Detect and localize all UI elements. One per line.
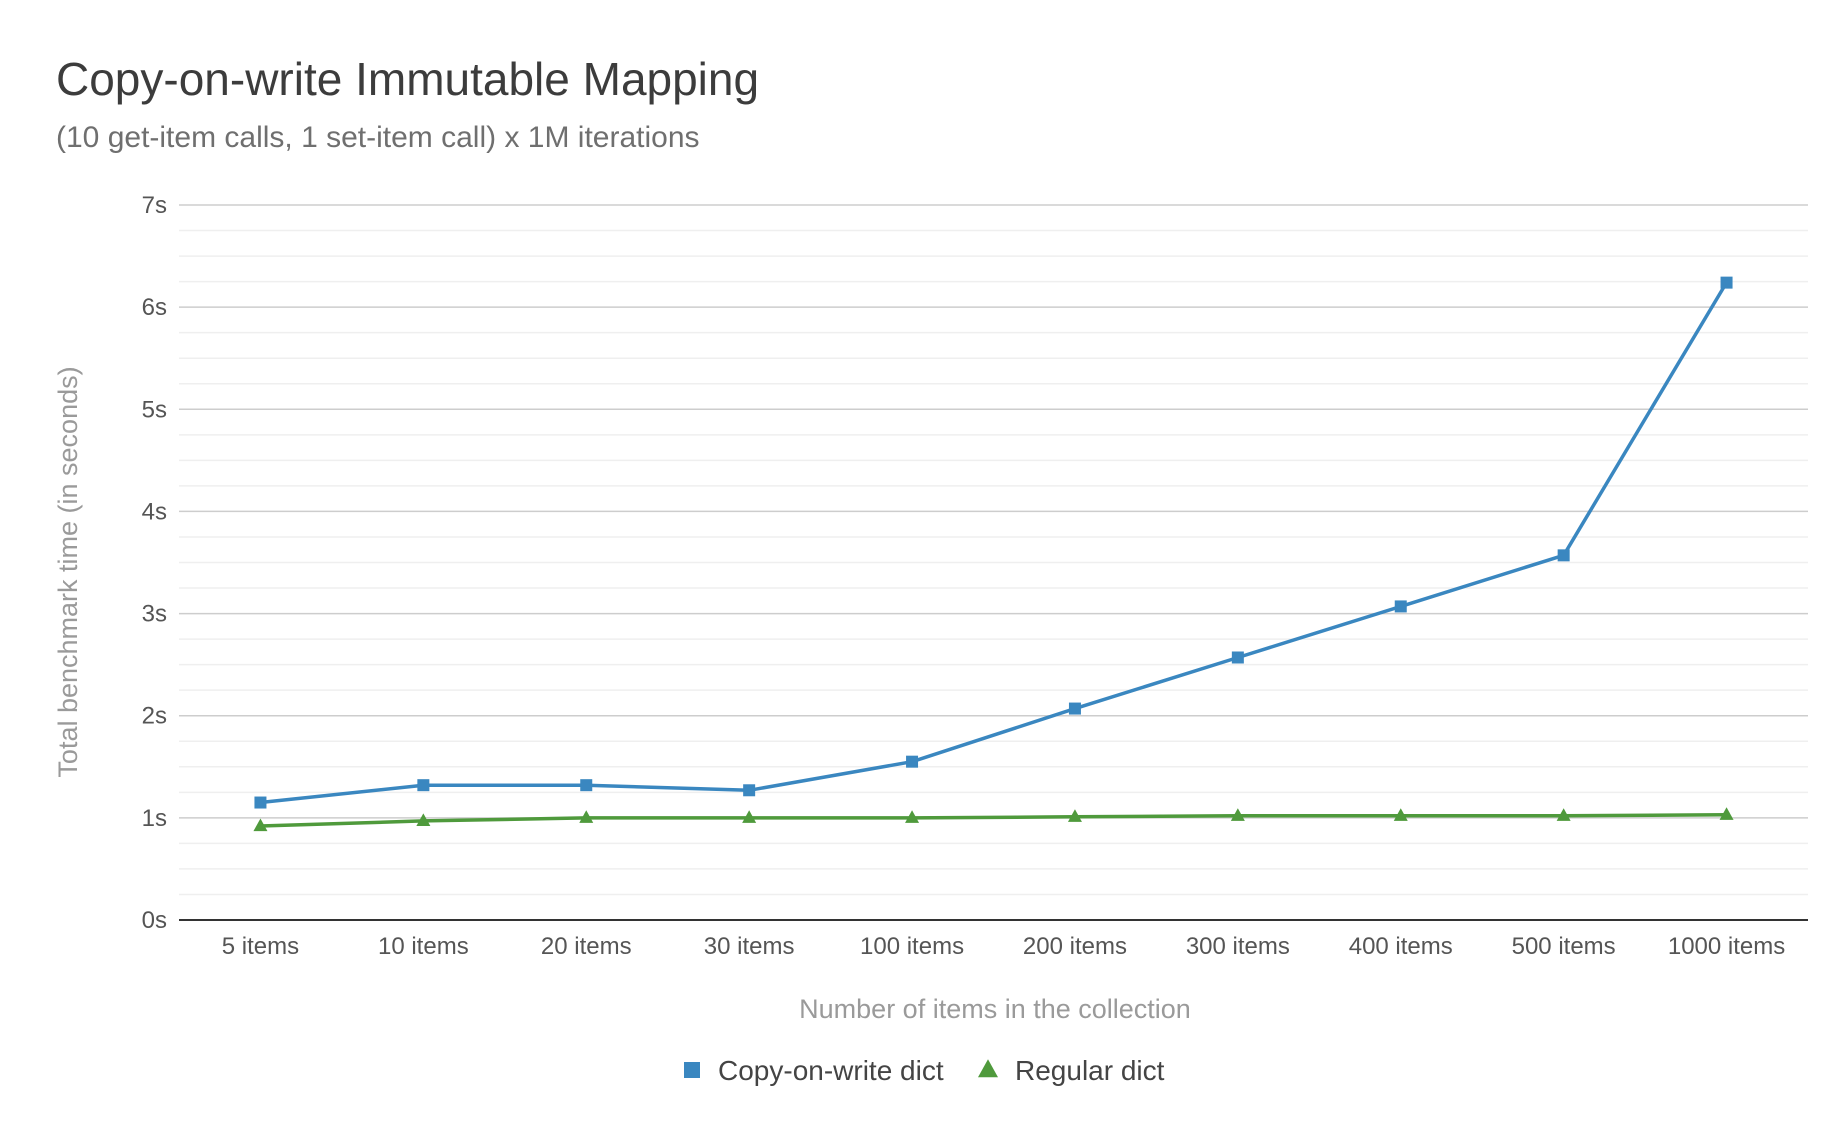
data-point [1230,808,1245,821]
x-tick-label: 5 items [222,933,299,960]
data-point [742,810,757,823]
y-axis-ticks: 0s 1s 2s 3s 4s 5s 6s 7s [142,192,167,934]
y-tick-label: 7s [142,192,167,219]
series-line [260,281,1729,805]
y-tick-label: 5s [142,396,167,423]
x-tick-label: 400 items [1349,933,1453,960]
data-point [1719,807,1734,820]
data-point [743,784,756,797]
y-tick-label: 4s [142,498,167,525]
data-point [905,810,920,823]
data-point [253,818,268,832]
data-point [1720,276,1733,289]
x-tick-label: 1000 items [1668,933,1785,960]
x-tick-label: 100 items [860,933,964,960]
legend-label: Regular dict [1015,1055,1165,1086]
x-tick-label: 20 items [541,933,632,960]
data-point [416,813,431,826]
legend-item[interactable]: Copy-on-write dict [684,1055,944,1086]
data-point [579,810,594,823]
data-point [1231,651,1244,664]
y-tick-label: 1s [142,805,167,832]
chart-title: Copy-on-write Immutable Mapping [56,53,759,105]
data-point [254,796,267,809]
y-tick-label: 6s [142,294,167,321]
data-point [580,779,593,792]
x-tick-label: 500 items [1512,933,1616,960]
y-tick-label: 2s [142,703,167,730]
x-tick-label: 300 items [1186,933,1290,960]
legend-label: Copy-on-write dict [718,1055,944,1086]
series-layer [253,276,1734,832]
y-axis-title: Total benchmark time (in seconds) [53,366,83,777]
y-tick-label: 3s [142,601,167,628]
x-axis-ticks: 5 items 10 items 20 items 30 items 100 items… [222,933,1785,960]
x-tick-label: 200 items [1023,933,1127,960]
series-line [260,813,1727,828]
data-point [1557,549,1570,562]
series-square [254,276,1733,809]
y-tick-label: 0s [142,907,167,934]
data-point [1393,808,1408,821]
chart-subtitle: (10 get-item calls, 1 set-item call) x 1… [56,121,700,154]
x-axis-title: Number of items in the collection [799,994,1191,1024]
gridlines [179,204,1808,896]
data-point [1067,809,1082,822]
data-point [906,755,919,768]
legend[interactable]: Copy-on-write dict Regular dict [684,1055,1165,1086]
legend-triangle-icon [978,1059,998,1078]
data-point [1394,600,1407,613]
legend-item[interactable]: Regular dict [978,1055,1165,1086]
x-tick-label: 10 items [378,933,469,960]
data-point [417,779,430,792]
data-point [1556,808,1571,821]
legend-square-icon [684,1062,700,1078]
x-tick-label: 30 items [704,933,795,960]
series-triangle [253,807,1734,832]
data-point [1068,702,1081,715]
